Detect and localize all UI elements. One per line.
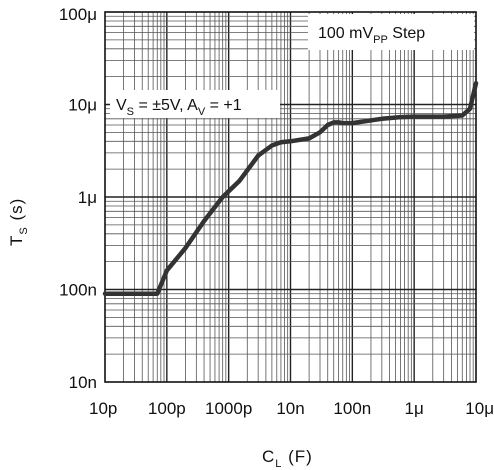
y-tick-label: 100n: [59, 281, 97, 300]
x-tick-label: 1μ: [405, 399, 424, 418]
step-amplitude: 100 mV: [318, 25, 373, 42]
y-tick-label: 10n: [69, 373, 97, 392]
y-tick-label: 100μ: [59, 5, 97, 24]
x-tick-label: 100p: [148, 399, 186, 418]
grid-layer: [105, 12, 476, 382]
conditions-annotation-box: [110, 90, 280, 118]
x-tick-label: 100n: [333, 399, 371, 418]
step-annotation-text: 100 mVPP Step: [318, 25, 425, 46]
tick-labels: 10p 100p 1000p 10n 100n 1μ 10μ 10n 100n 1μ 10μ 100μ: [59, 5, 494, 418]
x-tick-label: 10n: [276, 399, 304, 418]
supply-subscript: S: [127, 106, 134, 118]
y-axis-title-subscript: S: [18, 226, 30, 234]
x-axis-title-main: C: [262, 447, 275, 466]
supply-symbol: V: [116, 97, 127, 114]
gain-subscript: V: [198, 106, 206, 118]
y-axis-title: TS (s): [7, 198, 30, 246]
x-tick-label: 10μ: [465, 399, 494, 418]
y-tick-label: 1μ: [78, 188, 97, 207]
conditions-annotation: VS = ±5V, AV = +1: [110, 90, 280, 118]
settling-time-curve: [102, 80, 479, 296]
step-amplitude-subscript: PP: [373, 34, 388, 46]
y-tick-label: 10μ: [68, 96, 97, 115]
y-axis-title-unit: (s): [7, 198, 26, 227]
series-layer: [102, 80, 479, 296]
x-axis-title-unit: (F): [282, 447, 312, 466]
conditions-annotation-text: VS = ±5V, AV = +1: [116, 97, 242, 118]
supply-value-gain-symbol: = ±5V, A: [134, 97, 198, 114]
step-word: Step: [388, 25, 425, 42]
x-tick-label: 1000p: [205, 399, 252, 418]
step-annotation-box: [308, 14, 474, 50]
plot-frame: [104, 11, 477, 383]
x-axis-title: CL (F): [262, 447, 313, 470]
x-tick-label: 10p: [89, 399, 117, 418]
gain-value: = +1: [205, 97, 242, 114]
y-axis-title-main: T: [7, 235, 26, 246]
x-axis-title-subscript: L: [275, 458, 282, 470]
step-annotation: 100 mVPP Step: [308, 14, 474, 50]
